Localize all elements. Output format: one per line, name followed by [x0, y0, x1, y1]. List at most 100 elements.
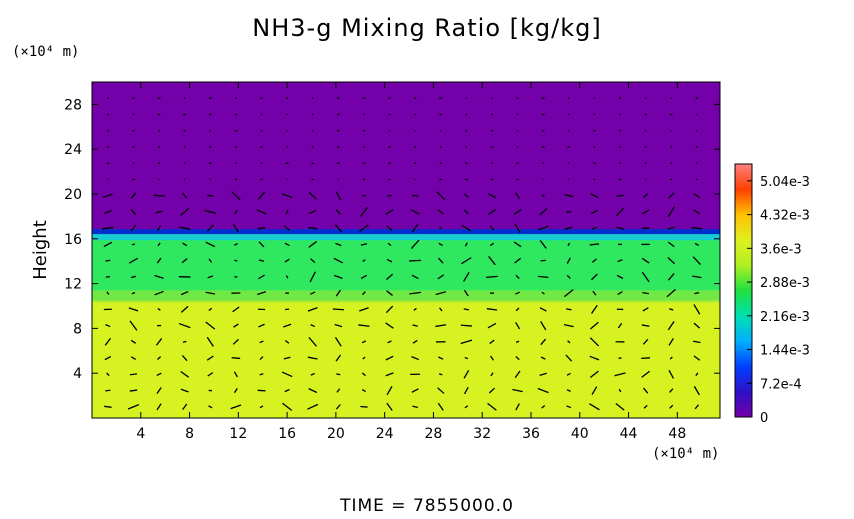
wind-vector — [463, 308, 470, 311]
wind-vector — [359, 206, 369, 217]
wind-vector — [281, 371, 293, 378]
wind-vector — [566, 308, 572, 311]
wind-vector — [130, 225, 137, 232]
wind-vector — [106, 372, 110, 377]
wind-vector — [310, 372, 315, 376]
wind-vector — [233, 323, 239, 328]
wind-vector — [260, 178, 263, 181]
wind-vector — [104, 405, 112, 408]
wind-vector — [693, 385, 700, 396]
wind-vector — [308, 191, 317, 200]
wind-vector — [642, 307, 649, 312]
wind-vector — [256, 291, 267, 296]
colorbar-tick-label: 2.16e-3 — [760, 310, 810, 325]
wind-vector — [387, 162, 392, 165]
wind-vector — [308, 240, 318, 248]
wind-vector — [589, 243, 600, 246]
wind-vector — [437, 274, 445, 280]
wind-vector — [207, 275, 214, 279]
x-tick-label: 20 — [327, 426, 345, 442]
wind-vector — [359, 224, 369, 232]
wind-vector — [334, 323, 343, 328]
wind-vector — [515, 340, 520, 343]
wind-vector — [614, 372, 626, 377]
wind-vector — [666, 288, 676, 298]
wind-vector — [514, 370, 521, 379]
wind-vector — [436, 191, 446, 201]
wind-vector — [512, 388, 523, 393]
wind-vector — [258, 323, 265, 328]
wind-vector — [591, 273, 598, 281]
wind-vector — [332, 308, 344, 311]
wind-vector — [206, 224, 214, 232]
wind-vector — [259, 340, 264, 344]
wind-vector — [464, 405, 469, 409]
wind-vector — [132, 146, 135, 148]
wind-vector — [591, 226, 598, 230]
x-tick-label: 36 — [522, 426, 540, 442]
wind-vector — [669, 404, 674, 409]
wind-vector — [515, 274, 520, 279]
wind-vector — [234, 209, 238, 215]
wind-vector — [359, 307, 369, 312]
chart-title: NH3-g Mixing Ratio [kg/kg] — [252, 14, 602, 42]
wind-vector — [567, 340, 571, 344]
wind-vector — [488, 387, 496, 394]
wind-vector — [130, 356, 136, 360]
wind-vector — [181, 192, 188, 199]
wind-vector — [284, 258, 290, 263]
wind-vector — [386, 385, 393, 396]
colorbar-tick-label: 1.44e-3 — [760, 344, 810, 359]
wind-vector — [259, 356, 264, 361]
wind-vector — [438, 242, 443, 247]
wind-vector — [285, 209, 289, 215]
wind-vector — [668, 337, 674, 346]
wind-vector — [617, 259, 623, 263]
wind-vector — [232, 223, 239, 233]
wind-vector — [590, 209, 599, 215]
wind-vector — [307, 356, 318, 360]
wind-vector — [284, 339, 290, 344]
wind-vector — [669, 308, 674, 311]
wind-vector — [360, 405, 368, 408]
wind-vector — [101, 226, 114, 230]
wind-vector — [642, 338, 649, 345]
wind-vector — [361, 340, 367, 344]
wind-vector — [463, 289, 469, 297]
wind-vector — [540, 338, 547, 346]
wind-vector — [565, 354, 573, 362]
wind-vector — [282, 323, 292, 328]
wind-vector — [308, 226, 318, 230]
wind-vector — [153, 194, 165, 197]
colorbar: 0 7.2e-4 1.44e-3 2.16e-3 2.88e-3 3.6e-3 4.32e-… — [734, 163, 810, 426]
wind-vector — [256, 209, 267, 215]
wind-vector — [157, 146, 161, 148]
wind-vector — [310, 258, 316, 264]
wind-vector — [180, 305, 189, 313]
wind-vector — [439, 226, 443, 230]
transition-band-lower — [92, 290, 720, 303]
wind-vector — [131, 291, 136, 295]
wind-vector — [693, 340, 701, 344]
wind-vector — [388, 178, 391, 181]
wind-vector — [644, 162, 647, 165]
wind-vector — [105, 275, 110, 278]
wind-vector — [514, 223, 521, 233]
x-tick-label: 40 — [571, 426, 589, 442]
wind-vector — [616, 207, 625, 217]
wind-vector — [692, 275, 702, 279]
wind-vector — [204, 209, 217, 214]
wind-vector — [435, 291, 446, 296]
wind-vector — [333, 257, 344, 264]
wind-vector — [281, 193, 293, 199]
x-tick-label: 16 — [278, 426, 296, 442]
wind-vector — [206, 336, 214, 347]
wind-vector — [693, 322, 701, 329]
wind-vector — [616, 226, 624, 230]
wind-vector — [105, 389, 111, 392]
wind-vector — [182, 403, 188, 410]
wind-vector — [566, 405, 572, 409]
wind-vector — [157, 242, 161, 247]
wind-vector — [157, 225, 162, 231]
wind-vector — [258, 274, 265, 280]
